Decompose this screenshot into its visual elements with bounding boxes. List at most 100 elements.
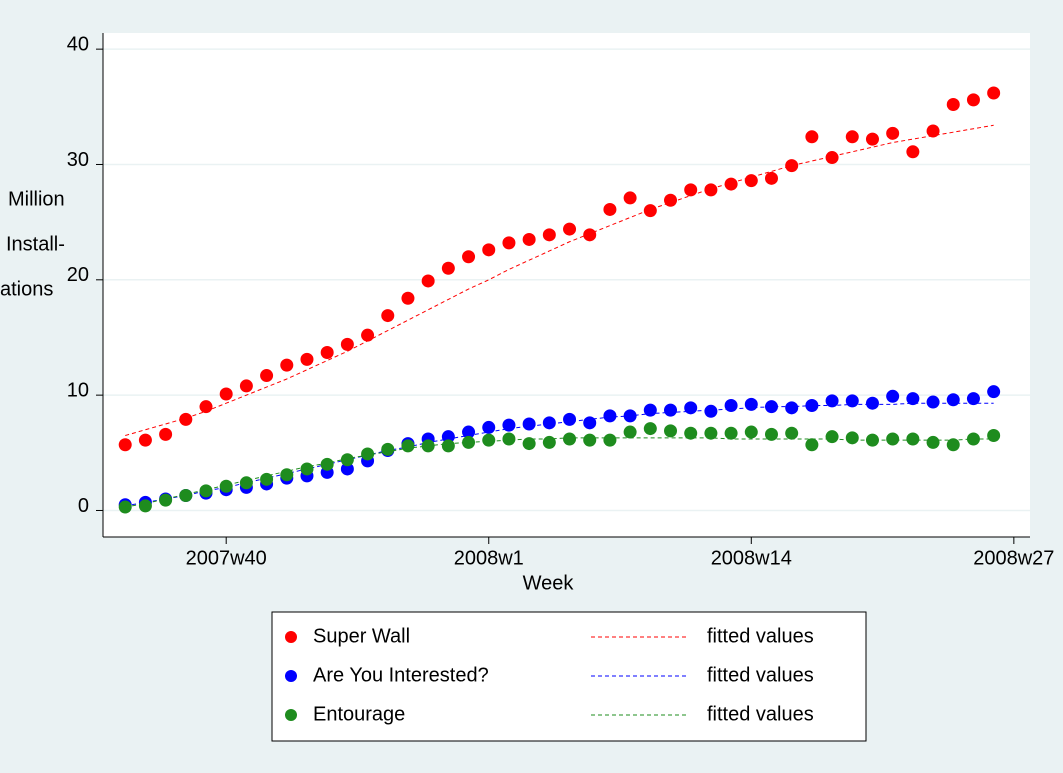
data-point <box>744 397 758 411</box>
data-point <box>825 394 839 408</box>
data-point <box>522 417 536 431</box>
fit-line <box>125 124 994 436</box>
legend-label: Are You Interested? <box>313 664 489 686</box>
data-point <box>522 437 536 451</box>
data-point <box>603 202 617 216</box>
data-point <box>340 453 354 467</box>
data-point <box>825 151 839 165</box>
x-tick-label: 2007w40 <box>186 547 267 569</box>
data-point <box>664 193 678 207</box>
data-point <box>785 159 799 173</box>
data-point <box>764 427 778 441</box>
data-point <box>179 488 193 502</box>
data-point <box>199 484 213 498</box>
data-point <box>603 433 617 447</box>
data-point <box>462 250 476 264</box>
data-point <box>361 447 375 461</box>
data-point <box>441 430 455 444</box>
data-point <box>966 392 980 406</box>
legend-marker <box>285 670 297 682</box>
legend-label: fitted values <box>707 625 814 647</box>
data-point <box>764 171 778 185</box>
y-axis-label: Install- <box>6 233 65 255</box>
data-point <box>603 409 617 423</box>
data-point <box>643 422 657 436</box>
data-point <box>926 435 940 449</box>
data-point <box>926 395 940 409</box>
data-point <box>845 394 859 408</box>
data-point <box>987 86 1001 100</box>
data-point <box>482 433 496 447</box>
data-point <box>421 274 435 288</box>
data-point <box>724 426 738 440</box>
data-point <box>865 433 879 447</box>
plot-area <box>103 33 1030 537</box>
data-point <box>482 420 496 434</box>
data-point <box>865 132 879 146</box>
data-point <box>280 358 294 372</box>
data-point <box>219 479 233 493</box>
data-point <box>462 435 476 449</box>
x-tick-label: 2008w14 <box>711 547 792 569</box>
legend-label: Entourage <box>313 703 405 725</box>
data-point <box>300 462 314 476</box>
data-point <box>179 412 193 426</box>
y-tick-label: 20 <box>67 264 89 286</box>
data-point <box>138 499 152 513</box>
data-point <box>845 431 859 445</box>
data-point <box>320 457 334 471</box>
data-point <box>946 438 960 452</box>
data-point <box>563 412 577 426</box>
data-point <box>522 232 536 246</box>
data-point <box>704 183 718 197</box>
data-point <box>744 174 758 188</box>
y-tick-label: 40 <box>67 33 89 55</box>
data-point <box>361 328 375 342</box>
y-tick-label: 30 <box>67 149 89 171</box>
data-point <box>684 426 698 440</box>
data-point <box>381 442 395 456</box>
data-point <box>865 396 879 410</box>
data-point <box>583 228 597 242</box>
data-point <box>219 387 233 401</box>
data-point <box>300 352 314 366</box>
data-point <box>764 400 778 414</box>
data-point <box>340 337 354 351</box>
legend-marker <box>285 709 297 721</box>
data-point <box>886 126 900 140</box>
data-point <box>441 261 455 275</box>
data-point <box>542 435 556 449</box>
data-point <box>805 438 819 452</box>
data-point <box>906 432 920 446</box>
legend <box>271 611 867 742</box>
data-point <box>744 425 758 439</box>
data-point <box>643 204 657 218</box>
data-point <box>502 236 516 250</box>
data-point <box>805 130 819 144</box>
data-point <box>441 439 455 453</box>
data-point <box>159 427 173 441</box>
data-point <box>724 177 738 191</box>
data-point <box>401 439 415 453</box>
data-point <box>563 432 577 446</box>
fit-line <box>125 437 994 508</box>
data-point <box>886 389 900 403</box>
data-point <box>987 429 1001 443</box>
data-point <box>320 345 334 359</box>
data-point <box>563 222 577 236</box>
data-point <box>946 98 960 112</box>
data-point <box>845 130 859 144</box>
data-point <box>381 309 395 323</box>
data-point <box>664 403 678 417</box>
data-point <box>583 433 597 447</box>
data-point <box>825 430 839 444</box>
data-point <box>280 468 294 482</box>
data-point <box>886 432 900 446</box>
data-point <box>906 392 920 406</box>
data-point <box>583 416 597 430</box>
data-point <box>239 379 253 393</box>
data-point <box>118 438 132 452</box>
x-axis-label: Week <box>523 572 575 594</box>
